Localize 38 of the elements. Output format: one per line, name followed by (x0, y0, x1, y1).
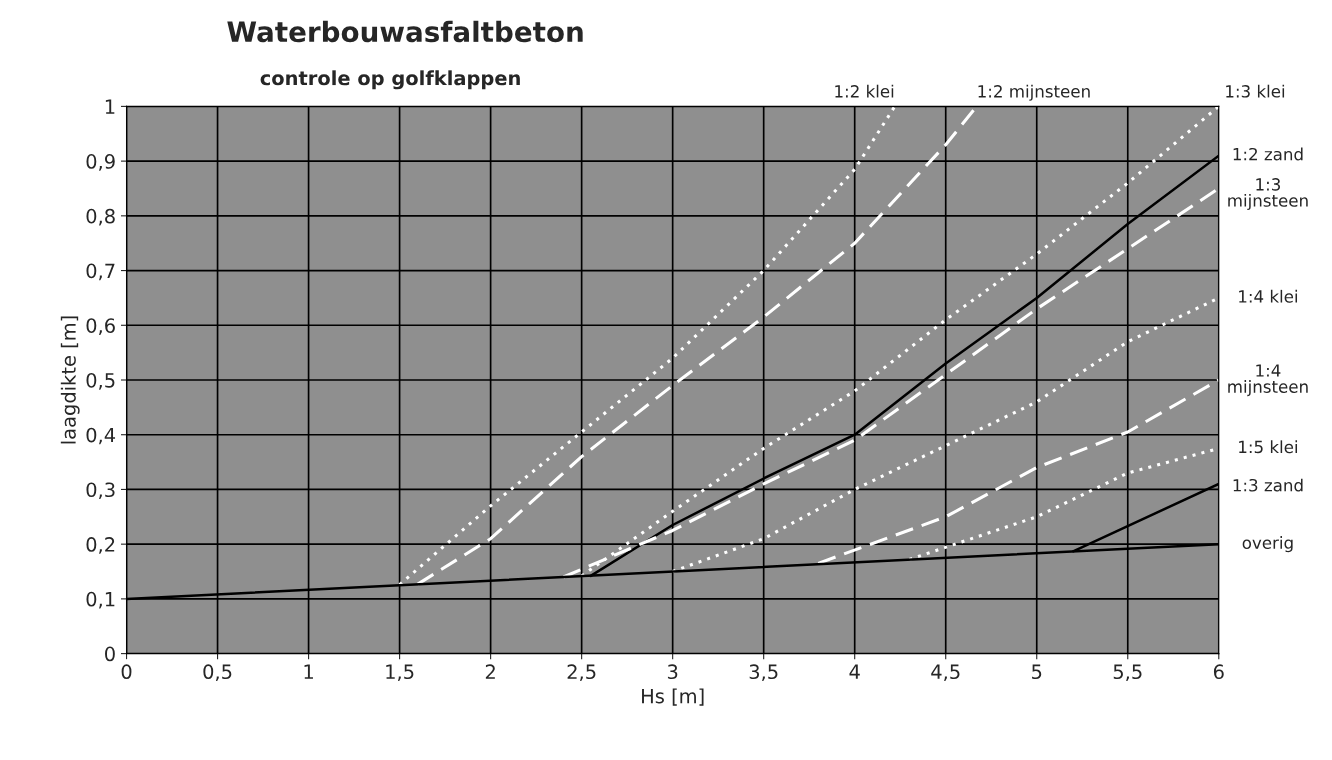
x-tick-label: 0,5 (203, 664, 232, 682)
x-tick-label: 1 (304, 664, 313, 679)
series-label: overig (1242, 536, 1293, 553)
y-tick-label: 0,3 (86, 482, 115, 500)
x-tick-label: 2,5 (567, 664, 596, 682)
series-label: 1:3 mijnsteen (1228, 178, 1308, 211)
y-tick-label: 0,8 (86, 208, 115, 226)
series-label: 1:5 klei (1239, 440, 1298, 454)
x-tick-label: 6 (1213, 664, 1224, 680)
x-tick-label: 2 (485, 664, 495, 679)
x-tick-label: 5 (1032, 664, 1042, 680)
y-tick-label: 0,6 (86, 318, 115, 335)
x-axis-title: Hs [m] (642, 688, 704, 706)
series-label: 1:2 zand (1233, 147, 1303, 161)
chart-subtitle: controle op golfklappen (260, 70, 520, 90)
x-tick-label: 3,5 (749, 664, 778, 682)
series-label: 1:2 klei (835, 84, 894, 98)
x-tick-label: 4,5 (931, 664, 960, 682)
x-tick-label: 3 (667, 664, 678, 680)
x-tick-label: 4 (849, 664, 860, 679)
chart-title: Waterbouwasfaltbeton (227, 20, 583, 43)
y-tick-label: 0,1 (86, 591, 115, 609)
y-tick-label: 0 (105, 646, 115, 662)
x-tick-label: 0 (121, 664, 132, 680)
y-axis-title: laagdikte [m] (60, 316, 80, 444)
y-tick-label: 0,4 (86, 427, 116, 445)
x-tick-label: 1,5 (386, 664, 414, 682)
y-tick-label: 0,2 (86, 537, 115, 554)
series-label: 1:3 zand (1233, 478, 1303, 492)
series-label: 1:3 klei (1226, 84, 1285, 98)
series-label: 1:4 mijnsteen (1228, 364, 1308, 397)
y-tick-label: 0,9 (86, 154, 115, 171)
x-tick-label: 5,5 (1113, 664, 1142, 682)
series-label: 1:4 klei (1239, 289, 1298, 303)
y-tick-label: 0,5 (86, 372, 115, 390)
series-label: 1:2 mijnsteen (978, 84, 1090, 101)
y-tick-label: 0,7 (86, 263, 115, 281)
y-tick-label: 1 (105, 99, 115, 114)
